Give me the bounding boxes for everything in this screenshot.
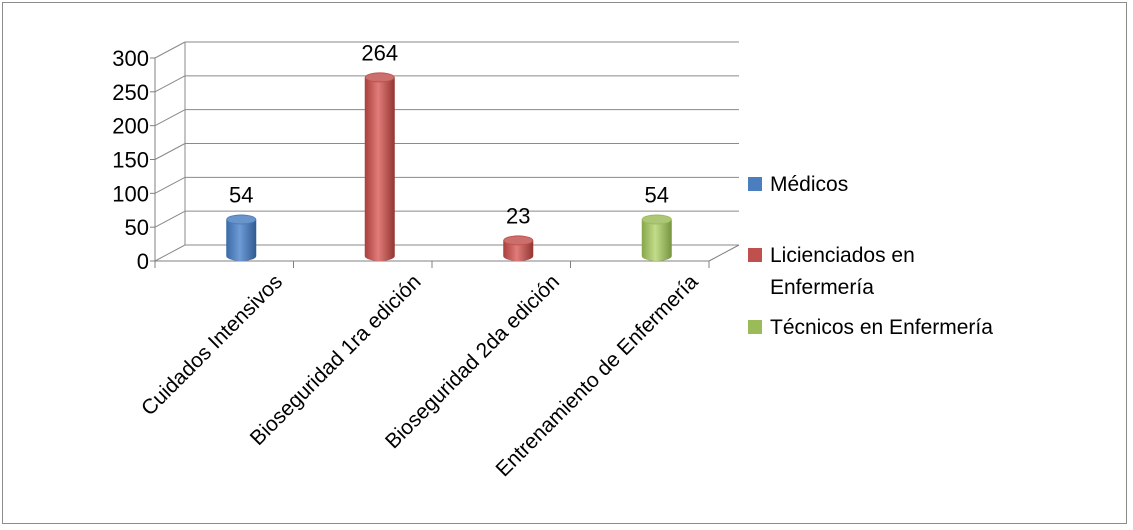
gridline-diagonal (154, 244, 186, 262)
legend-swatch (748, 320, 762, 334)
bar-top (364, 72, 395, 83)
floor-right-edge (708, 244, 740, 262)
legend-swatch (748, 177, 762, 191)
bar-top-highlight (365, 73, 394, 82)
y-tick-label: 100 (112, 181, 149, 206)
bar-top-highlight (227, 215, 256, 224)
bar-top (503, 235, 534, 246)
legend-label: Técnicos en Enfermería (770, 316, 993, 339)
legend-item: Técnicos en Enfermería (748, 316, 993, 339)
legend-swatch (748, 248, 762, 262)
bar-top (226, 214, 257, 225)
bar-body (364, 77, 395, 261)
data-label: 54 (229, 182, 253, 207)
bars (226, 72, 672, 261)
y-tick-label: 300 (112, 46, 149, 71)
x-tick-label: Cuidados Intensivos (137, 270, 287, 420)
legend-label: Licienciados en (770, 244, 915, 267)
bar-body (503, 240, 534, 261)
bar (503, 235, 534, 261)
bar-body (226, 219, 257, 261)
gridline-diagonal (154, 210, 186, 228)
bar (226, 214, 257, 261)
legend-item: Médicos (748, 173, 848, 196)
legend-label: Enfermería (770, 276, 874, 299)
bar-top-highlight (642, 215, 671, 224)
gridline-diagonal (154, 75, 186, 93)
legend-item: Licienciados en Enfermería (748, 244, 915, 299)
gridlines (154, 41, 739, 262)
y-tick-label: 200 (112, 114, 149, 139)
legend: Médicos Licienciados en Enfermería Técnicos… (748, 173, 993, 339)
bar-top-highlight (504, 236, 533, 245)
gridline-diagonal (154, 143, 186, 160)
data-label: 54 (645, 182, 669, 207)
bar-body (641, 219, 672, 261)
y-tick-label: 250 (112, 80, 149, 105)
gridline-diagonal (154, 41, 186, 59)
y-tick-label: 150 (112, 148, 149, 173)
legend-label: Médicos (770, 173, 848, 196)
y-tick-label: 50 (125, 215, 149, 240)
axes (150, 42, 740, 268)
data-label: 264 (361, 40, 398, 65)
data-label: 23 (506, 203, 530, 228)
bar (364, 72, 395, 261)
gridline-diagonal (154, 109, 186, 127)
chart-svg: 0 50 100 150 200 250 300 54 264 23 54 Cuidados Inte… (112, 40, 993, 481)
chart-frame: 0 50 100 150 200 250 300 54 264 23 54 Cuidados Inte… (2, 2, 1127, 524)
y-tick-label: 0 (137, 249, 149, 274)
gridline-diagonal (154, 176, 186, 194)
bar-top (641, 214, 672, 225)
bar (641, 214, 672, 261)
